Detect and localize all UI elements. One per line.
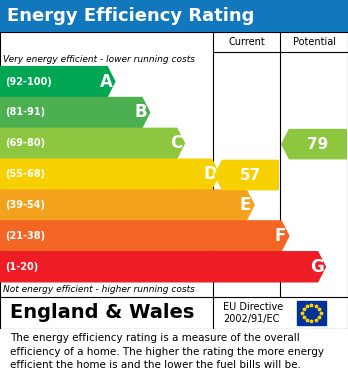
Text: 79: 79 (307, 136, 329, 152)
Text: E: E (240, 196, 251, 214)
Text: Very energy efficient - lower running costs: Very energy efficient - lower running co… (3, 55, 196, 64)
Text: (69-80): (69-80) (5, 138, 45, 148)
Text: (81-91): (81-91) (5, 108, 45, 117)
Polygon shape (0, 128, 184, 158)
Text: (21-38): (21-38) (5, 231, 45, 241)
Polygon shape (0, 252, 325, 282)
Text: The energy efficiency rating is a measure of the overall efficiency of a home. T: The energy efficiency rating is a measur… (10, 334, 324, 370)
Text: (39-54): (39-54) (5, 200, 45, 210)
Text: Potential: Potential (293, 37, 335, 47)
Polygon shape (0, 190, 254, 220)
Bar (296, 301, 326, 325)
Text: F: F (275, 227, 286, 245)
Text: 57: 57 (240, 167, 261, 183)
Polygon shape (0, 159, 219, 189)
Text: England & Wales: England & Wales (10, 303, 195, 323)
Polygon shape (0, 221, 289, 251)
Text: Current: Current (228, 37, 265, 47)
Text: Not energy efficient - higher running costs: Not energy efficient - higher running co… (3, 285, 195, 294)
Text: G: G (310, 258, 324, 276)
Text: B: B (135, 104, 148, 122)
Polygon shape (0, 66, 115, 97)
Text: D: D (204, 165, 218, 183)
Text: EU Directive
2002/91/EC: EU Directive 2002/91/EC (223, 302, 284, 324)
Text: Energy Efficiency Rating: Energy Efficiency Rating (7, 7, 254, 25)
Text: (92-100): (92-100) (5, 77, 52, 87)
Text: C: C (170, 135, 182, 152)
Polygon shape (0, 97, 150, 127)
Text: (55-68): (55-68) (5, 169, 45, 179)
Polygon shape (282, 129, 346, 159)
Text: (1-20): (1-20) (5, 262, 39, 272)
Text: A: A (100, 73, 113, 91)
Polygon shape (215, 160, 278, 190)
